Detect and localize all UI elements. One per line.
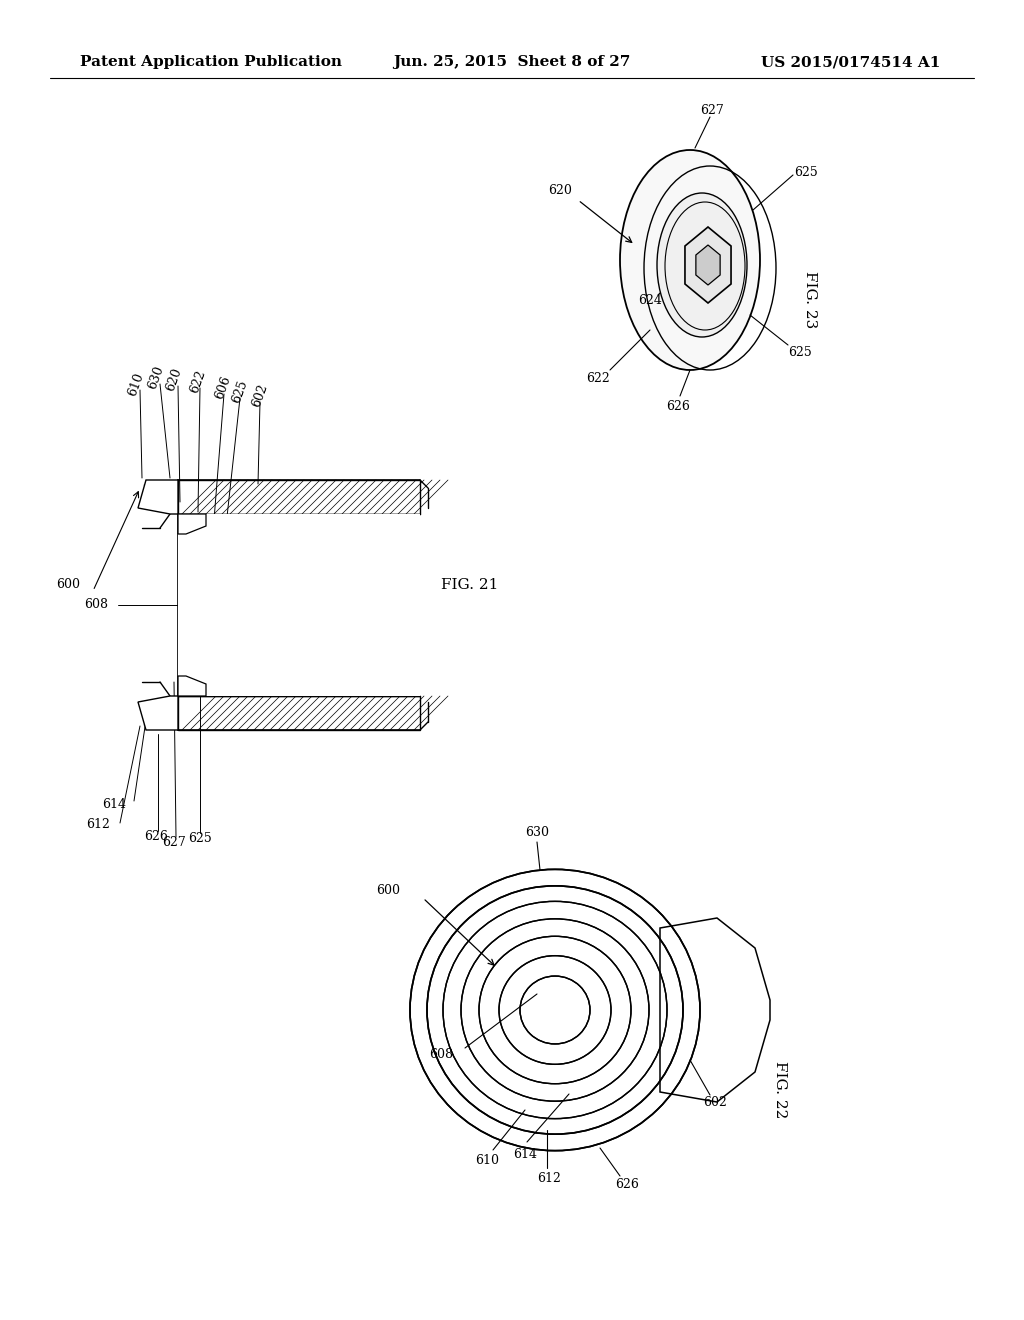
Text: US 2015/0174514 A1: US 2015/0174514 A1 xyxy=(761,55,940,69)
Text: 626: 626 xyxy=(666,400,690,412)
Text: 614: 614 xyxy=(513,1147,537,1160)
Text: 600: 600 xyxy=(376,883,400,896)
Text: 630: 630 xyxy=(525,825,549,838)
Polygon shape xyxy=(138,696,178,730)
Text: 612: 612 xyxy=(86,818,110,832)
Text: FIG. 21: FIG. 21 xyxy=(441,578,499,591)
Text: 608: 608 xyxy=(84,598,108,611)
Polygon shape xyxy=(138,480,178,513)
Polygon shape xyxy=(685,227,731,304)
Text: 602: 602 xyxy=(703,1096,727,1109)
Bar xyxy=(178,513,420,696)
Ellipse shape xyxy=(657,193,746,337)
Text: 610: 610 xyxy=(126,371,146,399)
Text: 630: 630 xyxy=(145,364,166,392)
Polygon shape xyxy=(660,917,770,1102)
Text: 614: 614 xyxy=(102,799,126,812)
Text: 627: 627 xyxy=(162,837,186,850)
Ellipse shape xyxy=(410,870,700,1150)
Text: 625: 625 xyxy=(188,833,212,846)
Text: 627: 627 xyxy=(700,103,724,116)
Text: Jun. 25, 2015  Sheet 8 of 27: Jun. 25, 2015 Sheet 8 of 27 xyxy=(393,55,631,69)
Text: FIG. 23: FIG. 23 xyxy=(803,272,817,329)
Text: 608: 608 xyxy=(429,1048,453,1060)
Text: 606: 606 xyxy=(213,375,233,401)
Text: 620: 620 xyxy=(548,183,572,197)
Text: 620: 620 xyxy=(164,367,184,393)
Polygon shape xyxy=(178,513,206,535)
Text: 622: 622 xyxy=(586,371,610,384)
Text: Patent Application Publication: Patent Application Publication xyxy=(80,55,342,69)
Text: 622: 622 xyxy=(187,368,208,396)
Polygon shape xyxy=(696,246,720,285)
Text: 612: 612 xyxy=(537,1172,561,1184)
Text: 600: 600 xyxy=(56,578,80,591)
Text: 625: 625 xyxy=(795,165,818,178)
Bar xyxy=(178,480,420,513)
Bar xyxy=(178,696,420,730)
Text: 626: 626 xyxy=(615,1177,639,1191)
Text: 624: 624 xyxy=(638,294,662,308)
Polygon shape xyxy=(178,676,206,696)
Text: FIG. 22: FIG. 22 xyxy=(773,1061,787,1118)
Ellipse shape xyxy=(620,150,760,370)
Text: 626: 626 xyxy=(144,830,168,843)
Text: 610: 610 xyxy=(475,1154,499,1167)
Text: 625: 625 xyxy=(229,379,250,405)
Text: 625: 625 xyxy=(788,346,812,359)
Text: 602: 602 xyxy=(250,383,270,409)
